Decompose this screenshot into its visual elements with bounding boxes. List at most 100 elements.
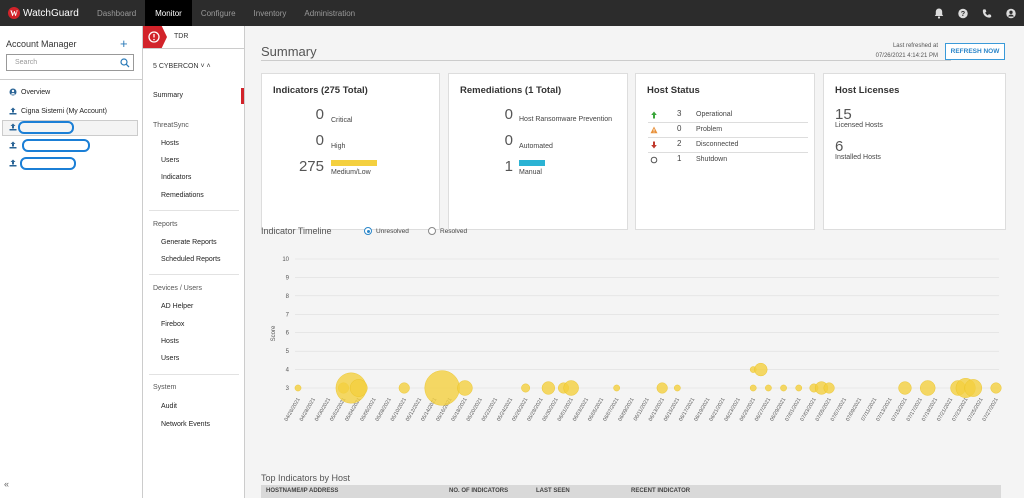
ransomware-prevention-count: 0: [504, 106, 513, 123]
nav-dashboard[interactable]: Dashboard: [97, 8, 137, 18]
nav-generate-reports[interactable]: Generate Reports: [161, 239, 217, 246]
arrow-down-icon: [651, 141, 657, 149]
column-hostname[interactable]: HOSTNAME/IP ADDRESS: [266, 488, 339, 494]
host-status-shutdown[interactable]: 1 Shutdown: [648, 153, 808, 168]
radio-selected-icon: [364, 227, 372, 235]
indicator-bubble: [656, 382, 668, 394]
nav-audit[interactable]: Audit: [161, 403, 177, 410]
account-selector[interactable]: 5 CYBERCON ˅ ˄: [153, 63, 211, 70]
critical-label: Critical: [331, 117, 353, 124]
manual-bar: [519, 160, 545, 166]
column-recent-indicator[interactable]: RECENT INDICATOR: [631, 488, 691, 494]
account-item-label: Cigna Sistemi (My Account): [21, 107, 107, 115]
search-icon[interactable]: [120, 58, 130, 68]
indicator-bubble: [349, 379, 368, 397]
host-status-title: Host Status: [647, 85, 700, 96]
indicator-bubble: [765, 384, 772, 392]
indicator-bubble: [964, 379, 983, 397]
account-item-my-account[interactable]: Cigna Sistemi (My Account): [9, 107, 107, 115]
nav-firebox[interactable]: Firebox: [161, 321, 185, 328]
ransomware-prevention-label: Host Ransomware Prevention: [519, 116, 612, 123]
indicator-bubble: [541, 381, 555, 395]
last-refreshed-time: 07/26/2021 4:14:21 PM: [875, 53, 938, 59]
host-status-problem[interactable]: 0 Problem: [648, 123, 808, 138]
licensed-hosts-label: Licensed Hosts: [835, 122, 883, 129]
brand-name: WatchGuard: [23, 7, 79, 19]
nav-configure[interactable]: Configure: [200, 8, 236, 18]
indicator-bubble: [754, 362, 768, 377]
account-icon: [9, 159, 17, 167]
medium-low-label: Medium/Low: [331, 169, 371, 176]
collapse-panel-icon[interactable]: «: [4, 479, 10, 489]
problem-count: 0: [677, 124, 682, 133]
circle-icon: [650, 156, 658, 164]
redacted-account-name: [18, 121, 74, 134]
manual-label: Manual: [519, 169, 542, 176]
subaccount-item-3[interactable]: [9, 159, 17, 167]
watchguard-logo[interactable]: W WatchGuard: [0, 0, 88, 26]
account-item-overview[interactable]: Overview: [9, 88, 50, 96]
summary-main: Summary Last refreshed at 07/26/2021 4:1…: [246, 26, 1024, 498]
nav-scheduled-reports[interactable]: Scheduled Reports: [161, 256, 221, 263]
nav-threatsync-users[interactable]: Users: [161, 157, 180, 164]
nav-devices-users[interactable]: Users: [161, 355, 180, 362]
y-tick-label: 8: [286, 294, 290, 300]
nav-inventory[interactable]: Inventory: [253, 8, 287, 18]
indicator-timeline-title: Indicator Timeline: [261, 226, 332, 236]
active-indicator: [241, 88, 244, 104]
indicator-bubble: [613, 384, 620, 392]
nav-summary[interactable]: Summary: [153, 92, 183, 99]
host-licenses-card[interactable]: Host Licenses 15 Licensed Hosts 6 Instal…: [823, 73, 1006, 230]
indicator-timeline-chart[interactable]: 345678910Score04/26/202104/28/202104/30/…: [261, 248, 1006, 470]
y-tick-label: 4: [286, 368, 290, 374]
user-icon[interactable]: [1006, 8, 1016, 18]
radio-resolved[interactable]: Resolved: [428, 227, 467, 235]
radio-unresolved-label: Unresolved: [376, 227, 409, 235]
indicators-card[interactable]: Indicators (275 Total) 0 Critical 0 High…: [261, 73, 440, 230]
column-indicator-count[interactable]: NO. OF INDICATORS: [449, 488, 509, 494]
nav-administration[interactable]: Administration: [304, 8, 356, 18]
top-indicators-title: Top Indicators by Host: [261, 473, 351, 483]
account-icon: [9, 141, 17, 149]
bell-icon[interactable]: [934, 8, 944, 19]
nav-threatsync-remediations[interactable]: Remediations: [161, 192, 204, 199]
nav-threatsync-hosts[interactable]: Hosts: [161, 140, 179, 147]
account-search-input[interactable]: Search: [6, 54, 134, 71]
help-icon[interactable]: ?: [958, 8, 968, 18]
installed-hosts-count: 6: [835, 138, 844, 155]
subaccount-item-2[interactable]: [9, 141, 17, 149]
brand-mark: W: [8, 7, 20, 19]
column-last-seen[interactable]: LAST SEEN: [536, 488, 570, 494]
account-manager-panel: Account Manager + Search Overview Cigna …: [0, 26, 143, 498]
indicator-bubble: [398, 382, 410, 394]
y-tick-label: 6: [286, 331, 290, 337]
indicator-bubble: [823, 382, 835, 394]
nav-devices-hosts[interactable]: Hosts: [161, 338, 179, 345]
y-tick-label: 5: [286, 349, 290, 355]
indicator-bubble: [294, 384, 302, 392]
y-tick-label: 10: [282, 257, 289, 263]
y-tick-label: 9: [286, 275, 290, 281]
indicator-bubble: [563, 380, 579, 396]
add-account-icon[interactable]: +: [120, 36, 128, 51]
nav-ad-helper[interactable]: AD Helper: [161, 303, 194, 310]
host-status-operational[interactable]: 3 Operational: [648, 108, 808, 123]
nav-monitor[interactable]: Monitor: [145, 0, 192, 26]
remediations-title: Remediations (1 Total): [460, 85, 562, 96]
tdr-icon: [143, 26, 167, 48]
indicator-bubble: [674, 384, 681, 392]
host-licenses-title: Host Licenses: [835, 85, 900, 96]
critical-count: 0: [315, 106, 324, 123]
host-status-card[interactable]: Host Status 3 Operational 0 Problem 2 Di…: [635, 73, 815, 230]
nav-threatsync-indicators[interactable]: Indicators: [161, 174, 192, 181]
indicator-bubble: [780, 384, 787, 392]
host-status-disconnected[interactable]: 2 Disconnected: [648, 138, 808, 153]
nav-network-events[interactable]: Network Events: [161, 421, 211, 428]
refresh-now-button[interactable]: REFRESH NOW: [945, 43, 1005, 60]
search-placeholder: Search: [15, 59, 38, 66]
problem-label: Problem: [696, 126, 723, 133]
phone-icon[interactable]: [982, 8, 992, 18]
subaccount-item-1[interactable]: [9, 123, 17, 131]
radio-unresolved[interactable]: Unresolved: [364, 227, 409, 235]
remediations-card[interactable]: Remediations (1 Total) 0 Host Ransomware…: [448, 73, 628, 230]
